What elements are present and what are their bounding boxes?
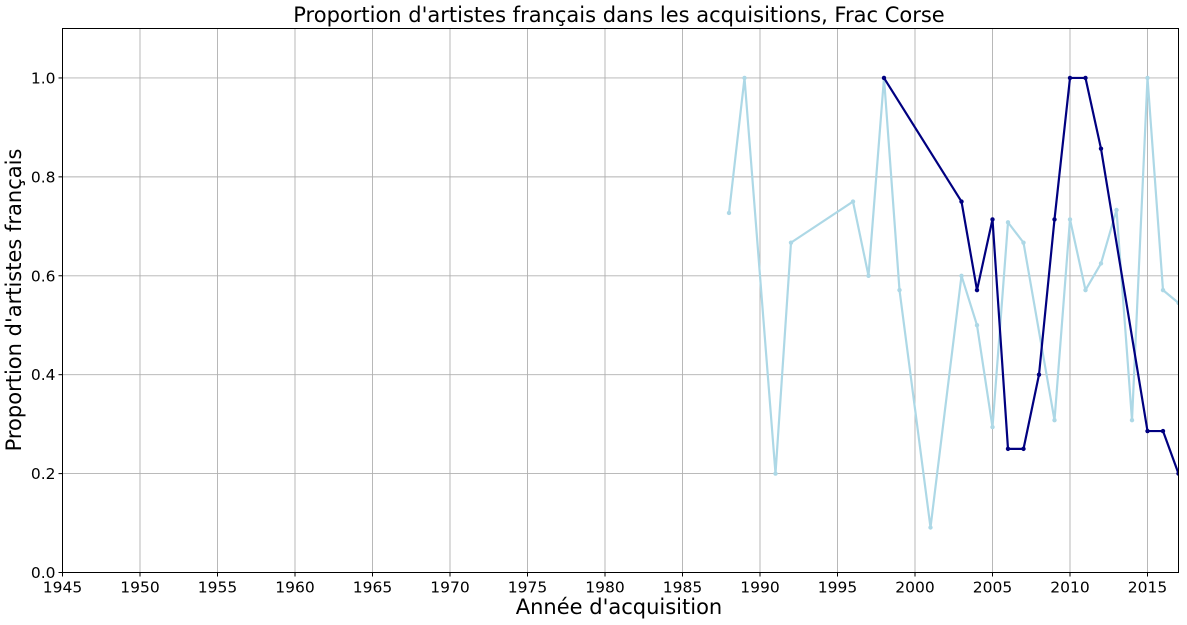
y-axis-label: Proportion d'artistes français [2, 149, 26, 452]
data-point [1145, 428, 1150, 434]
x-tick-label: 2015 [1128, 579, 1167, 597]
data-point [1129, 417, 1135, 423]
x-tick-label: 2010 [1050, 579, 1089, 597]
data-point [1036, 372, 1042, 377]
chart-title: Proportion d'artistes français dans les … [293, 3, 944, 27]
data-point [881, 75, 887, 81]
series-layer [726, 75, 1179, 530]
data-point [1160, 428, 1166, 434]
x-axis: 1945 1950 1955 1960 1965 1970 1975 1980 1985 1990… [43, 572, 1167, 597]
data-point [974, 323, 980, 328]
data-point [726, 210, 732, 216]
data-point [974, 287, 980, 293]
y-tick-label: 0.2 [31, 465, 56, 483]
data-point [959, 199, 964, 204]
data-point [1160, 287, 1166, 293]
plot-frame [62, 28, 1179, 573]
x-tick-label: 1960 [275, 579, 314, 597]
x-tick-label: 1945 [43, 579, 82, 597]
data-point [1021, 240, 1026, 245]
data-point [1052, 417, 1057, 423]
y-tick-label: 0.0 [31, 564, 56, 582]
data-point [1114, 207, 1119, 213]
data-point [850, 199, 856, 204]
data-point [1083, 75, 1088, 81]
series-1 [726, 75, 1179, 530]
grid [62, 28, 1179, 573]
data-point [1005, 446, 1011, 452]
x-tick-label: 1970 [430, 579, 469, 597]
data-point [959, 273, 964, 278]
data-point [1145, 75, 1150, 81]
x-tick-label: 1955 [198, 579, 237, 597]
data-point [1176, 471, 1179, 476]
x-tick-label: 2000 [895, 579, 934, 597]
data-point [788, 240, 794, 245]
x-tick-label: 1985 [663, 579, 702, 597]
x-tick-label: 1980 [585, 579, 624, 597]
x-tick-label: 1965 [353, 579, 392, 597]
x-tick-label: 1990 [740, 579, 779, 597]
series-line [727, 76, 1179, 529]
y-tick-label: 0.8 [31, 168, 56, 186]
series-2 [881, 75, 1179, 476]
data-point [1083, 287, 1088, 293]
y-tick-label: 0.4 [31, 366, 56, 384]
data-point [1052, 217, 1057, 222]
data-point [742, 75, 747, 81]
data-point [1067, 217, 1073, 222]
data-point [990, 217, 995, 222]
x-tick-label: 2005 [973, 579, 1012, 597]
y-tick-label: 0.6 [31, 267, 56, 285]
data-point [773, 471, 778, 476]
data-point [1067, 75, 1073, 81]
x-axis-label: Année d'acquisition [516, 595, 723, 619]
data-point [1176, 300, 1179, 306]
y-axis: 0.0 0.2 0.4 0.6 0.8 1.0 [31, 69, 63, 582]
data-point [1005, 220, 1011, 225]
data-point [866, 273, 871, 278]
series-line [883, 76, 1179, 474]
data-point [990, 424, 995, 430]
data-point [1021, 446, 1026, 452]
x-tick-label: 1975 [508, 579, 547, 597]
x-tick-label: 1950 [120, 579, 159, 597]
data-point [897, 287, 902, 293]
data-point [928, 525, 933, 530]
y-tick-label: 1.0 [31, 69, 56, 87]
x-tick-label: 1995 [818, 579, 857, 597]
data-point [1098, 146, 1104, 151]
data-point [1098, 261, 1104, 266]
